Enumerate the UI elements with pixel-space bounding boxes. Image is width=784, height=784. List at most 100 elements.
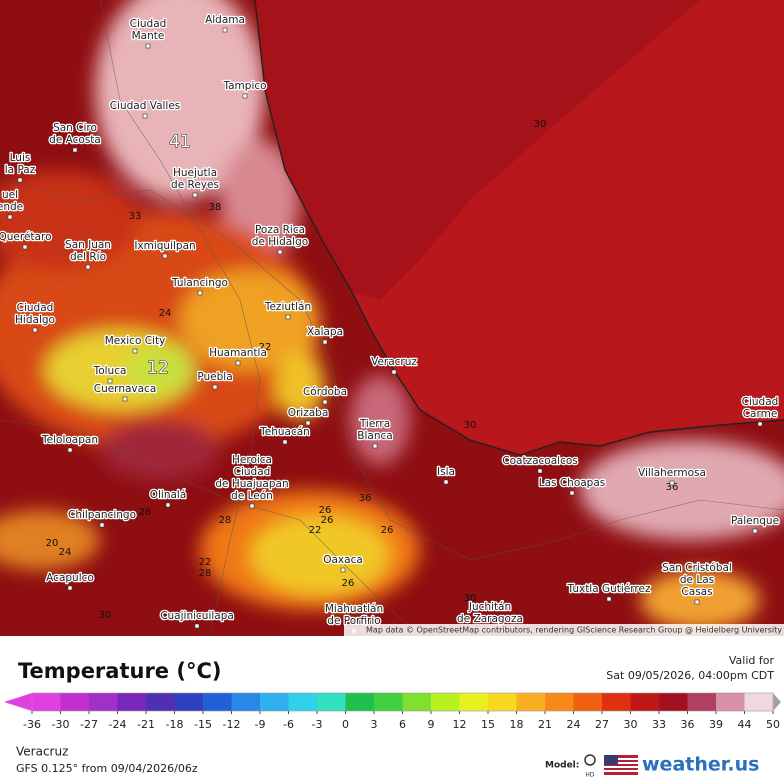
colorbar-tick-label: -36: [23, 718, 41, 731]
colorbar-tick-label: 3: [371, 718, 378, 731]
colorbar-segment: [374, 693, 403, 711]
place-label: Mexico City: [105, 335, 166, 347]
contour-label: 24: [159, 308, 172, 319]
place-label: de Zaragoza: [457, 613, 523, 625]
place-marker: [443, 479, 449, 485]
place-marker: [72, 147, 78, 153]
place-marker: [32, 327, 38, 333]
place-label: Querétaro: [0, 231, 52, 243]
place-label: Cuernavaca: [94, 383, 157, 395]
place-label: Toluca: [93, 365, 127, 377]
place-marker: [537, 468, 543, 474]
legend: Temperature (°C) Valid for Sat 09/05/202…: [4, 654, 781, 779]
colorbar-segment: [117, 693, 147, 711]
hd-label: HD: [585, 772, 595, 779]
contour-label: 24: [59, 547, 72, 558]
colorbar-tick-label: 33: [652, 718, 666, 731]
colorbar-end: [4, 693, 32, 711]
colorbar-segment: [203, 693, 232, 711]
colorbar-end: [773, 693, 781, 711]
sea-shelf: [255, 0, 700, 300]
colorbar-tick-label: -3: [312, 718, 323, 731]
place-label: Mante: [132, 30, 165, 42]
contour-label: 30: [534, 119, 547, 130]
colorbar-tick-label: 30: [624, 718, 638, 731]
place-marker: [132, 348, 138, 354]
place-label: uel: [2, 189, 18, 201]
place-marker: [162, 253, 168, 259]
colorbar-segment: [573, 693, 603, 711]
place-label: Miahuatlán: [325, 603, 383, 615]
colorbar-tick-label: 39: [709, 718, 723, 731]
place-marker: [192, 192, 198, 198]
colorbar-segment: [60, 693, 90, 711]
contour-label: 36: [359, 493, 372, 504]
place-marker: [757, 421, 763, 427]
place-marker: [242, 93, 248, 99]
place-marker: [85, 264, 91, 270]
location: Veracruz: [16, 745, 68, 759]
place-label: Isla: [437, 466, 455, 478]
place-label: del Río: [70, 251, 106, 263]
place-label: Tierra: [359, 418, 390, 430]
colorbar-segment: [89, 693, 118, 711]
place-label: Hidalgo: [15, 314, 55, 326]
contour-label: 26: [139, 507, 152, 518]
place-marker: [67, 447, 73, 453]
colorbar: -36 -30 -27 -24 -21 -18 -15 -12 -9 -6 -3 0 3 6 9 12 15 18…: [4, 692, 781, 731]
colorbar-segment: [545, 693, 574, 711]
place-marker: [67, 585, 73, 591]
place-label: Luis: [10, 152, 31, 164]
contour-label: 12: [147, 358, 169, 378]
colorbar-tick-label: 50: [766, 718, 780, 731]
coastline: [254, 0, 784, 456]
colorbar-segment: [174, 693, 204, 711]
place-label: Juchitán: [468, 601, 511, 613]
place-label: Casas: [681, 586, 712, 598]
place-marker: [322, 339, 328, 345]
place-marker: [212, 384, 218, 390]
colorbar-segment: [402, 693, 432, 711]
colorbar-tick-label: 18: [510, 718, 524, 731]
place-marker: [282, 439, 288, 445]
contour-label: 33: [129, 211, 142, 222]
place-label: de Huajuapan: [215, 478, 288, 490]
colorbar-tick-label: -30: [52, 718, 70, 731]
brand: weather.us: [642, 754, 759, 776]
place-label: Blanca: [357, 430, 392, 442]
colorbar-segment: [260, 693, 289, 711]
colorbar-tick-label: -9: [255, 718, 266, 731]
place-label: Tehuacán: [259, 426, 310, 438]
place-label: Tuxtla Gutiérrez: [567, 583, 651, 595]
place-label: Ciudad: [234, 466, 271, 478]
place-label: Tampico: [222, 80, 266, 92]
place-marker: [752, 528, 758, 534]
valid-label: Valid for: [729, 654, 775, 667]
colorbar-segment: [488, 693, 517, 711]
attribution: Map data © OpenStreetMap contributors, r…: [366, 626, 782, 635]
contour-label: 41: [169, 132, 191, 152]
place-marker: [694, 599, 700, 605]
contour-label: 28: [199, 568, 212, 579]
place-label: Carme: [743, 408, 778, 420]
contour-label: 26: [319, 505, 332, 516]
place-marker: [194, 623, 200, 629]
place-label: Huejutla: [173, 167, 217, 179]
place-label: Teloloapan: [41, 434, 98, 446]
colorbar-tick-label: 0: [342, 718, 349, 731]
contour-label: 30: [464, 420, 477, 431]
place-label: Teziutlán: [264, 301, 311, 313]
place-label: Puebla: [197, 371, 232, 383]
colorbar-segment: [231, 693, 261, 711]
borders: [0, 0, 784, 636]
place-marker: [145, 43, 151, 49]
place-marker: [569, 490, 575, 496]
place-marker: [7, 214, 13, 220]
place-label: Villahermosa: [638, 467, 706, 479]
place-label: Córdoba: [303, 386, 347, 398]
colorbar-segment: [716, 693, 745, 711]
colorbar-tick-label: 24: [567, 718, 581, 731]
colorbar-tick-label: 9: [428, 718, 435, 731]
place-marker: [222, 27, 228, 33]
